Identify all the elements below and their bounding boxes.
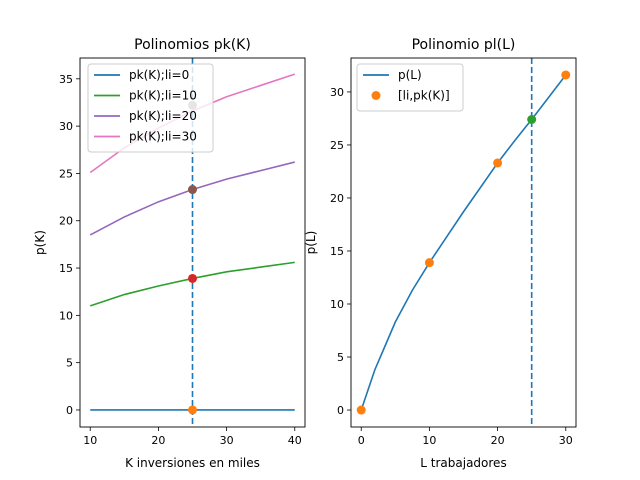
y-tick-label: 15 <box>330 245 344 258</box>
x-tick-label: 40 <box>288 434 302 447</box>
y-tick-label: 20 <box>330 192 344 205</box>
y-tick-label: 5 <box>337 351 344 364</box>
y-tick-label: 10 <box>330 298 344 311</box>
legend-marker <box>371 91 381 100</box>
plot-area: 0 10 20 30 0 5 10 15 20 25 30 <box>330 58 573 447</box>
legend-label: [li,pk(K)] <box>398 89 450 103</box>
data-point <box>356 405 366 415</box>
x-tick-label: 10 <box>83 434 97 447</box>
x-axis-label: K inversiones en miles <box>125 456 260 470</box>
data-point <box>493 158 503 168</box>
y-tick-label: 30 <box>330 86 344 99</box>
highlight-marker <box>188 185 197 195</box>
axes-frame <box>350 57 577 428</box>
legend-box <box>87 63 214 153</box>
x-tick-label: 20 <box>151 434 165 447</box>
highlight-marker <box>527 115 537 124</box>
x-tick-label: 0 <box>358 434 365 447</box>
x-axis-label: L trabajadores <box>420 456 506 470</box>
x-tick-label: 30 <box>559 434 573 447</box>
y-tick-label: 25 <box>59 167 73 180</box>
chart-polinomio-pl: Polinomio pl(L) L trabajadores p(L) 0 10 2… <box>304 37 577 470</box>
y-tick-label: 5 <box>66 357 73 370</box>
highlight-marker <box>188 273 197 283</box>
data-point <box>561 70 571 80</box>
y-tick-label: 25 <box>330 139 344 152</box>
legend-label: pk(K);li=10 <box>129 89 197 103</box>
y-tick-label: 0 <box>337 404 344 417</box>
y-tick-label: 20 <box>59 215 73 228</box>
y-axis-label: p(L) <box>304 231 318 255</box>
axes-frame <box>79 57 306 428</box>
chart-title: Polinomio pl(L) <box>412 37 516 53</box>
chart-title: Polinomios pk(K) <box>134 37 251 53</box>
chart-polinomios-pk: Polinomios pk(K) K inversiones en miles … <box>33 37 306 470</box>
legend-label: pk(K);li=30 <box>129 130 197 144</box>
y-axis-label: p(K) <box>33 230 47 255</box>
y-tick-label: 15 <box>59 262 73 275</box>
y-tick-label: 0 <box>66 404 73 417</box>
x-tick-label: 20 <box>491 434 505 447</box>
y-tick-label: 35 <box>59 73 73 86</box>
data-point <box>424 258 434 268</box>
y-tick-label: 30 <box>59 120 73 133</box>
legend-label: pk(K);li=0 <box>129 68 189 82</box>
x-tick-label: 10 <box>422 434 436 447</box>
legend: p(L) [li,pk(K)] <box>356 63 464 112</box>
legend-label: pk(K);li=20 <box>129 109 197 123</box>
x-tick-label: 30 <box>220 434 234 447</box>
highlight-marker <box>188 405 197 415</box>
y-tick-label: 10 <box>59 309 73 322</box>
legend: pk(K);li=0 pk(K);li=10 pk(K);li=20 pk(K);li… <box>87 63 214 153</box>
legend-label: p(L) <box>398 68 422 82</box>
